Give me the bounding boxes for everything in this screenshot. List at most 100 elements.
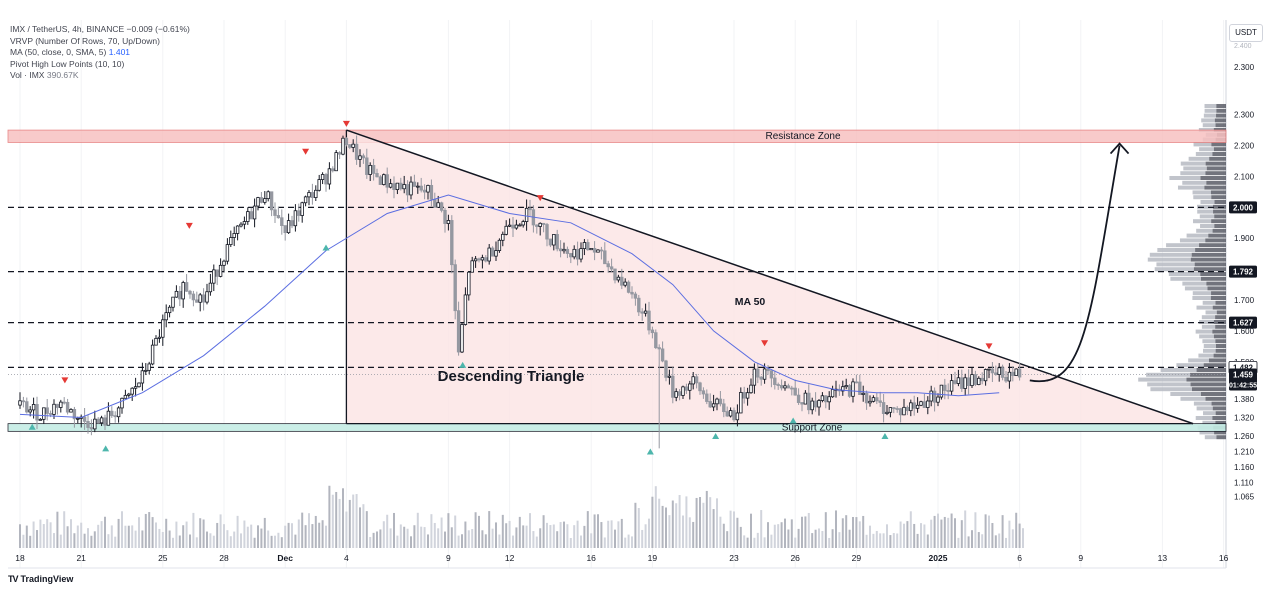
pivot-high-marker — [536, 195, 544, 202]
volume-bar — [1008, 520, 1011, 548]
volume-bar — [447, 513, 450, 548]
profile-bar-down — [1215, 420, 1226, 425]
profile-bar-down — [1211, 195, 1226, 200]
volume-bar — [787, 529, 790, 548]
volume-bar — [359, 507, 361, 548]
volume-bar — [240, 533, 242, 548]
currency-button[interactable]: USDT — [1229, 24, 1263, 42]
profile-bar-down — [1191, 387, 1226, 392]
volume-bar — [280, 537, 283, 548]
volume-bar — [753, 537, 756, 548]
volume-bar — [899, 521, 902, 548]
volume-bar — [416, 512, 419, 548]
candle-body — [48, 413, 53, 415]
candle-body — [582, 242, 587, 250]
legend-vrvp-row[interactable]: VRVP (Number Of Rows, 70, Up/Down) — [10, 36, 190, 48]
volume-bar — [590, 533, 593, 548]
volume-bar — [998, 533, 1001, 548]
profile-bar-down — [1211, 142, 1226, 147]
volume-bar — [362, 504, 365, 548]
candle-body — [565, 248, 570, 254]
legend-ma-row[interactable]: MA (50, close, 0, SMA, 5) 1.401 — [10, 47, 190, 59]
candle-body — [21, 400, 26, 403]
candle-body — [249, 211, 253, 220]
volume-bar — [501, 514, 504, 548]
price-axis-label: 1.065 — [1234, 492, 1255, 501]
legend-pivot-row[interactable]: Pivot High Low Points (10, 10) — [10, 59, 190, 71]
candle-body — [528, 207, 532, 211]
profile-bar-up — [1195, 416, 1213, 420]
pivot-high-marker — [185, 222, 193, 229]
candle-body — [1017, 368, 1022, 378]
legend-symbol-row[interactable]: IMX / TetherUS, 4h, BINANCE −0.009 (−0.6… — [10, 24, 190, 36]
price-tag-box — [1229, 378, 1257, 391]
candle-body — [623, 281, 627, 286]
volume-bar — [155, 522, 157, 548]
volume-bar — [495, 522, 497, 548]
candle-body — [337, 152, 342, 155]
volume-bar — [583, 525, 586, 548]
profile-bar-up — [1177, 185, 1205, 190]
volume-bar — [144, 513, 147, 548]
volume-bar — [889, 535, 892, 548]
resistance-zone — [7, 129, 1227, 143]
volume-bar — [32, 521, 35, 548]
volume-bar — [461, 534, 463, 548]
volume-bar — [206, 531, 208, 548]
candle-body — [800, 402, 804, 405]
volume-profile — [1138, 104, 1226, 440]
candle-body — [817, 400, 821, 408]
volume-bar — [257, 525, 259, 548]
candle-body — [334, 152, 338, 172]
horizontal-levels — [8, 206, 1226, 369]
candle-body — [69, 409, 73, 413]
profile-bar-up — [1200, 200, 1215, 204]
volume-bar — [93, 531, 96, 548]
volume-bar — [131, 525, 134, 548]
volume-bar — [569, 537, 572, 548]
price-tag: 01:42:55 — [1229, 378, 1257, 391]
candle-body — [640, 311, 644, 314]
tradingview-logo[interactable]: TV TradingView — [8, 574, 73, 584]
candle-body — [603, 250, 607, 265]
volume-bar — [478, 515, 480, 548]
time-axis-label: 9 — [1078, 553, 1083, 563]
candle-body — [501, 233, 505, 241]
legend-vol-row[interactable]: Vol · IMX 390.67K — [10, 70, 190, 82]
volume-bar — [624, 537, 627, 548]
volume-bar — [580, 535, 582, 548]
pivot-low-marker — [789, 417, 797, 424]
volume-bar — [518, 516, 521, 548]
volume-bar — [491, 528, 494, 548]
candle-body — [385, 174, 389, 188]
candle-body — [103, 417, 107, 426]
candle-body — [320, 174, 325, 180]
profile-bar-down — [1212, 305, 1226, 310]
volume-bar — [386, 514, 389, 548]
profile-bar-up — [1205, 310, 1217, 315]
volume-bar — [838, 532, 841, 548]
candle-body — [844, 385, 848, 388]
candle-body — [898, 408, 903, 416]
volume-bar — [971, 530, 973, 548]
ma-label: MA (50, close, 0, SMA, 5) — [10, 47, 107, 57]
price-tag: 1.627 — [1229, 316, 1257, 329]
candle-body — [514, 224, 519, 229]
candle-body — [123, 394, 128, 399]
pivot-high-marker — [985, 343, 993, 350]
price-tag-text: 1.627 — [1233, 319, 1254, 328]
profile-bar-down — [1212, 406, 1226, 411]
volume-bar — [644, 524, 647, 548]
candle-body — [953, 380, 957, 384]
candle-body — [637, 297, 641, 313]
profile-bar-down — [1208, 358, 1226, 363]
volume-bar — [597, 514, 599, 548]
price-axis: 2.3002.2002.1001.9001.7001.6001.5001.380… — [1228, 43, 1258, 501]
candle-body — [256, 197, 260, 207]
volume-bar — [243, 520, 246, 548]
volume-bar — [699, 497, 701, 548]
volume-bar — [926, 534, 929, 548]
candle-body — [718, 398, 723, 405]
volume-bar — [484, 534, 487, 548]
